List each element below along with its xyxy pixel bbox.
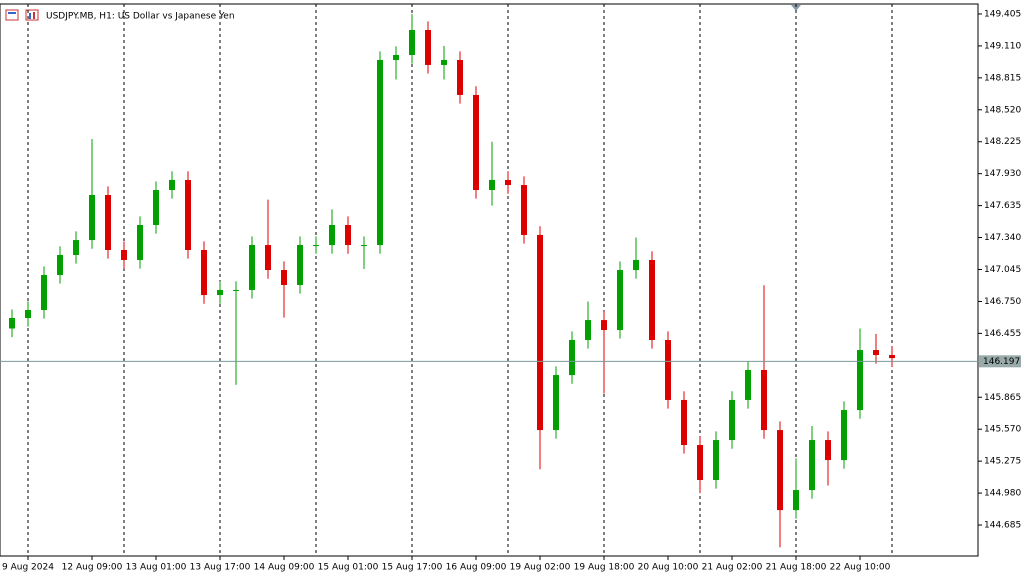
x-tick-label: 21 Aug 02:00 [702,563,763,573]
candle-body [425,29,431,65]
y-tick-label: 144.685 [984,521,1021,531]
candle-body [153,190,159,225]
x-tick-label: 13 Aug 01:00 [126,563,187,573]
x-tick-label: 16 Aug 09:00 [446,563,507,573]
icon [33,12,35,19]
x-tick-label: 9 Aug 2024 [2,563,54,573]
candle-body [361,245,367,247]
candle-body [393,54,399,60]
candle-body [201,250,207,296]
y-tick-label: 145.570 [984,425,1021,435]
candle-body [745,369,751,400]
x-tick-label: 19 Aug 18:00 [574,563,635,573]
candle-body [569,339,575,376]
icon [29,13,31,19]
x-tick-label: 21 Aug 18:00 [766,563,827,573]
candle-body [457,59,463,95]
candle-body [57,254,63,276]
candle-body [265,245,271,271]
y-tick-label: 147.635 [984,201,1021,211]
candle-body [249,245,255,290]
x-tick-label: 19 Aug 02:00 [510,563,571,573]
candle-body [281,270,287,285]
x-tick-label: 22 Aug 10:00 [830,563,891,573]
candle-body [809,440,815,491]
candle-body [473,94,479,191]
icon [5,9,19,21]
y-tick-label: 146.455 [984,329,1021,339]
candle-body [713,440,719,480]
candle-body [313,245,319,247]
candle-body [553,375,559,431]
candle-body [505,179,511,186]
last-price-box [979,355,1021,368]
candle-body [9,318,15,329]
icon [8,12,16,14]
x-tick-label: 15 Aug 17:00 [382,563,443,573]
y-tick-label: 144.980 [984,489,1021,499]
candle-body [585,320,591,340]
x-tick-label: 14 Aug 09:00 [254,563,315,573]
y-tick-label: 148.815 [984,73,1021,83]
candle-body [345,224,351,246]
candle-body [441,59,447,65]
candle-body [521,185,527,235]
candle-body [89,195,95,241]
x-tick-label: 13 Aug 17:00 [190,563,251,573]
candle-body [121,250,127,260]
candle-body [889,355,895,359]
chart-title: USDJPY.MB, H1: US Dollar vs Japanese Yen [46,12,235,22]
y-tick-label: 147.930 [984,169,1021,179]
candle-body [681,399,687,446]
plot-frame [0,3,979,557]
candle-body [377,59,383,246]
y-tick-label: 145.865 [984,393,1021,403]
candle-body [489,179,495,191]
candle-body [793,490,799,511]
candle-body [409,29,415,55]
title-icons [5,9,39,21]
y-tick-label: 148.520 [984,105,1021,115]
y-tick-label: 149.110 [984,41,1021,51]
candle-body [633,259,639,271]
candle-body [537,234,543,431]
candle-body [137,224,143,260]
candle-body [697,445,703,480]
y-tick-label: 147.045 [984,265,1021,275]
candle-body [873,350,879,356]
icon [25,9,39,21]
candle-body [233,289,239,291]
x-tick-label: 20 Aug 10:00 [638,563,699,573]
candle-body [857,350,863,411]
candle-body [297,245,303,285]
y-tick-label: 147.340 [984,233,1021,243]
candle-body [617,270,623,331]
candle-body [169,179,175,191]
y-tick-label: 149.405 [984,9,1021,19]
marker [791,5,801,11]
candle-body [217,289,223,296]
candle-body [777,430,783,511]
candle-body [73,240,79,255]
candle-body [105,195,111,251]
candle-body [841,410,847,461]
candle-body [761,369,767,431]
y-tick-label: 145.275 [984,457,1021,467]
candle-body [649,259,655,340]
x-tick-label: 12 Aug 09:00 [62,563,123,573]
candle-body [825,440,831,461]
y-tick-label: 146.750 [984,297,1021,307]
candle-body [729,399,735,441]
candle-body [25,309,31,319]
y-tick-label: 148.225 [984,137,1021,147]
candle-body [665,339,671,400]
candle-body [185,179,191,251]
x-tick-label: 15 Aug 01:00 [318,563,379,573]
candle-body [41,275,47,310]
candle-body [601,320,607,331]
candle-body [329,224,335,246]
last-price-label: 146.197 [983,357,1020,367]
